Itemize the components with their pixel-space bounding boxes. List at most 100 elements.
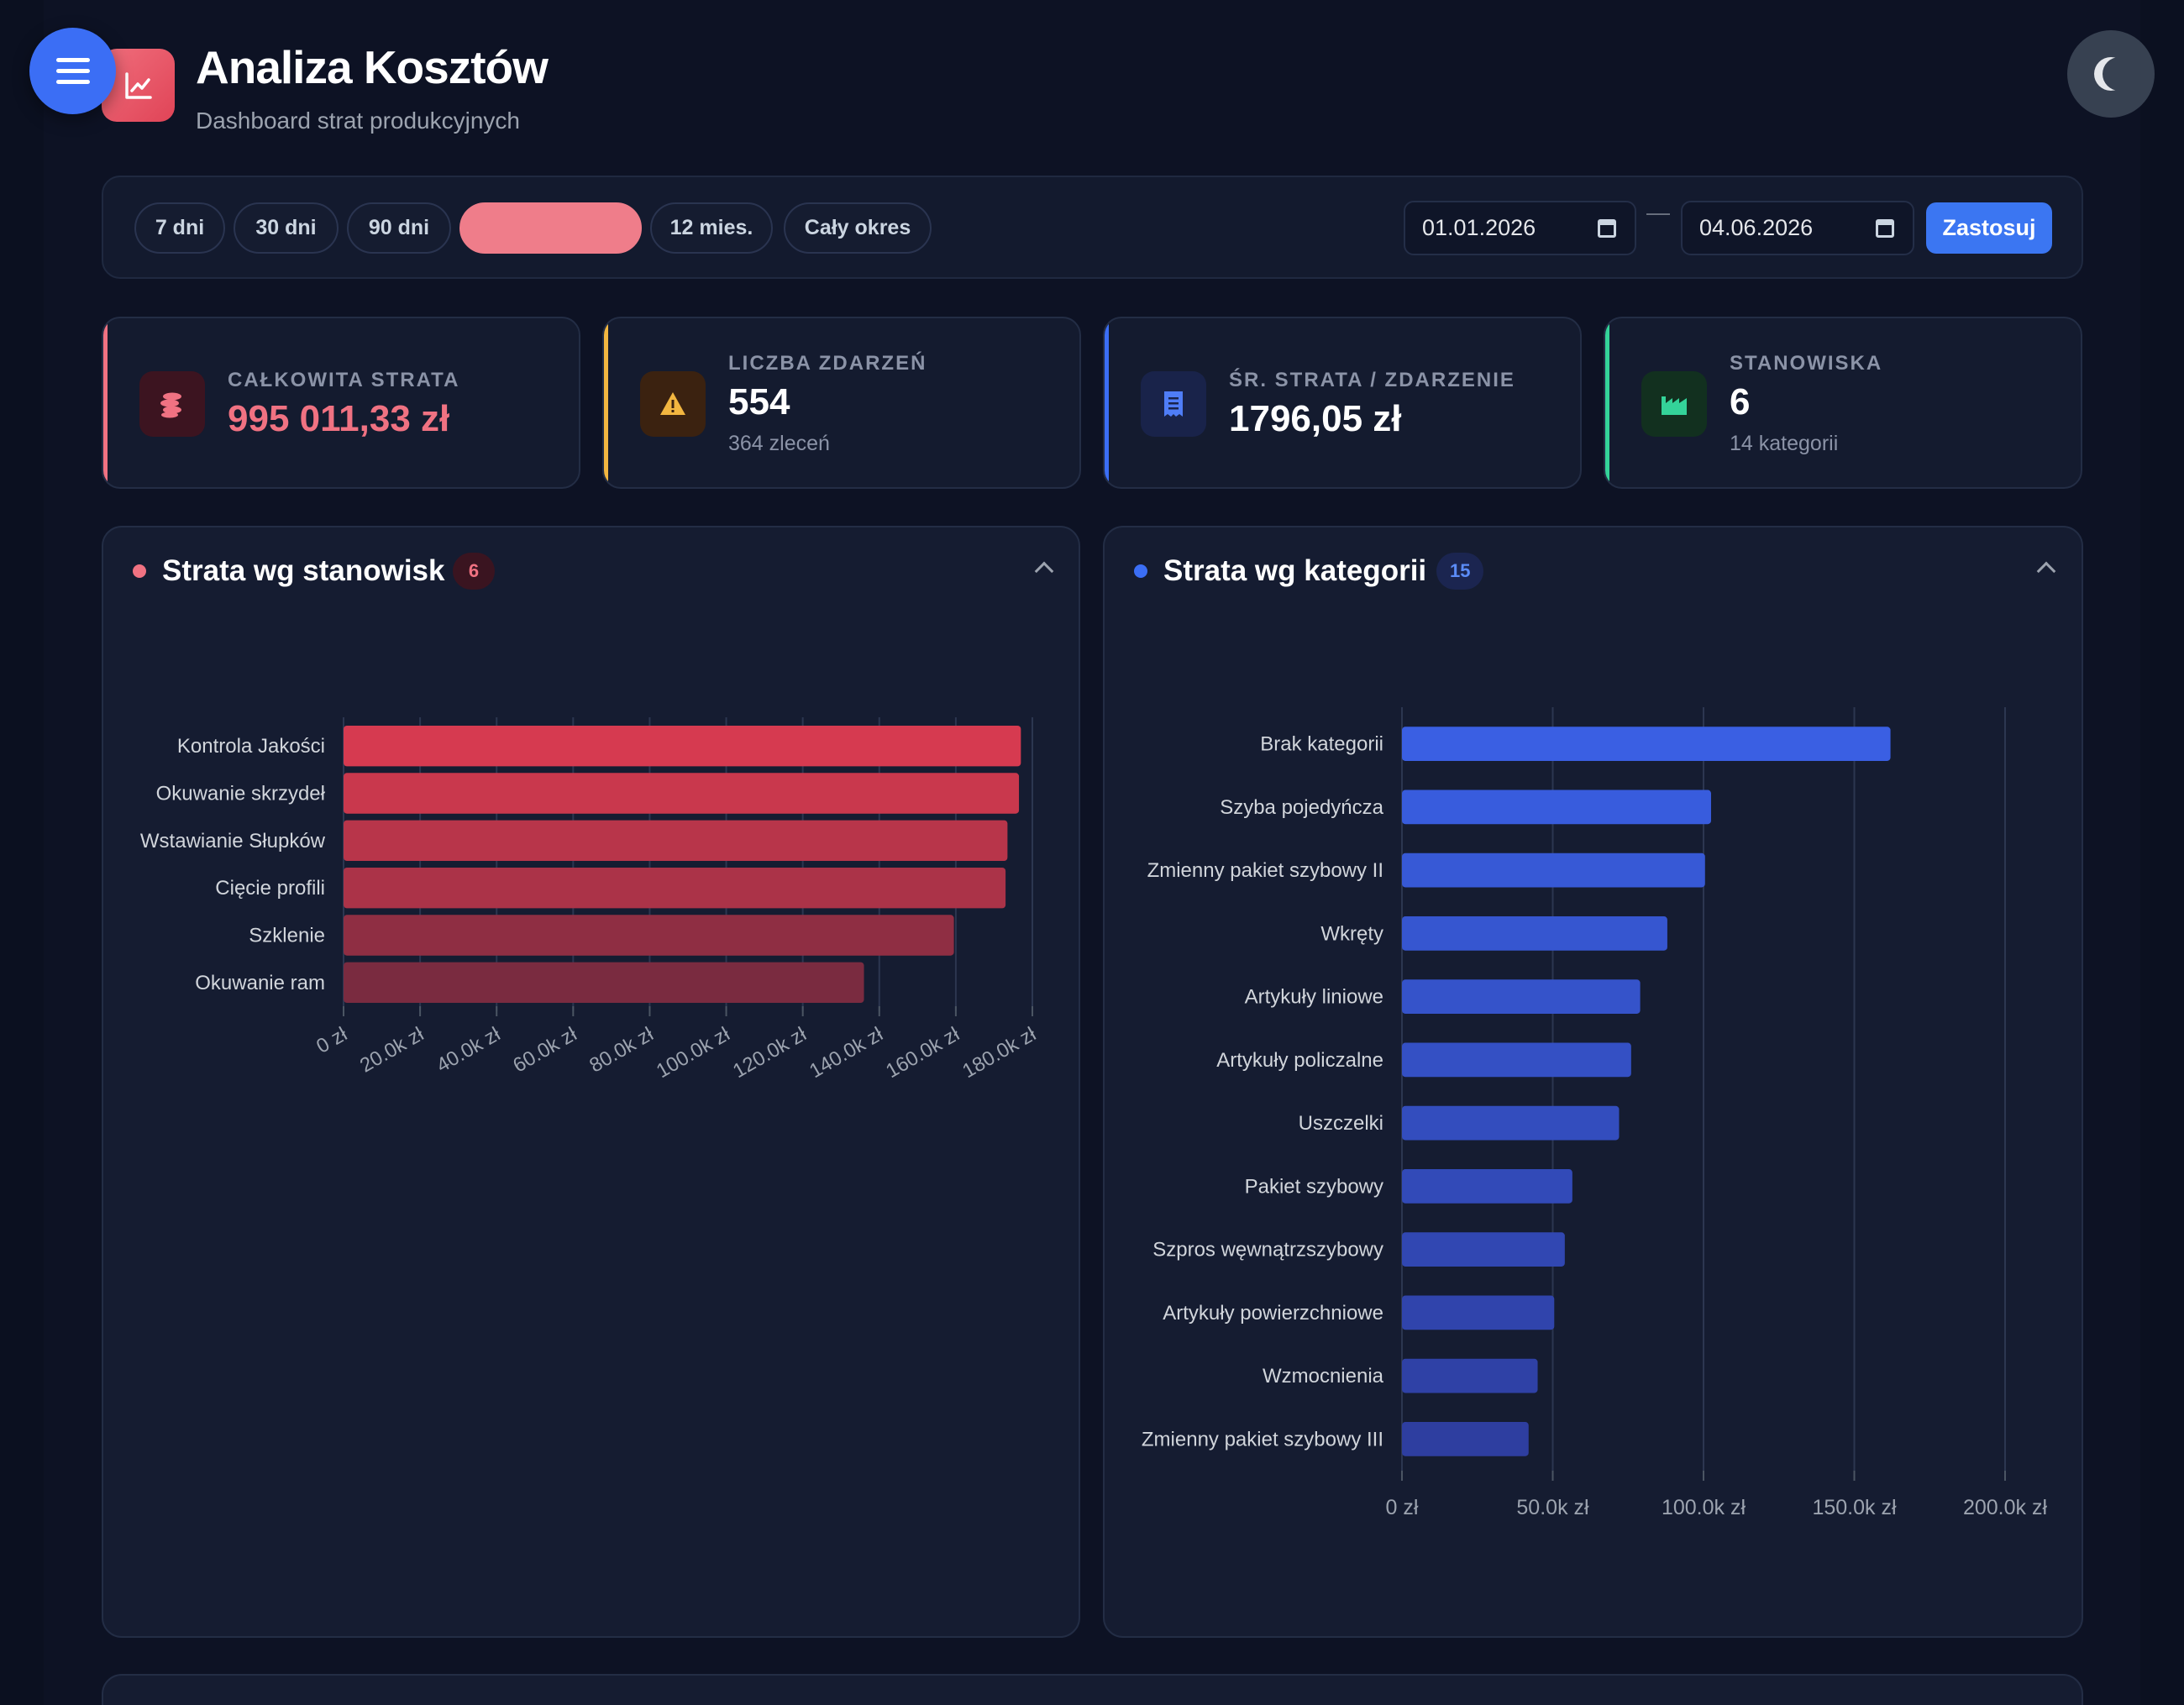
bar[interactable] xyxy=(1402,1042,1631,1078)
category-label: Artykuły liniowe xyxy=(1245,986,1383,1009)
x-tick-label: 0 zł xyxy=(1386,1496,1419,1519)
period-active-button[interactable] xyxy=(459,202,642,254)
x-tick-label: 80.0k zł xyxy=(585,1022,658,1077)
bar[interactable] xyxy=(1402,1295,1555,1330)
panel-title: Strata wg stanowisk xyxy=(162,554,445,587)
bar[interactable] xyxy=(1402,727,1891,761)
category-label: Kontrola Jakości xyxy=(177,735,325,758)
x-tick-label: 20.0k zł xyxy=(356,1022,428,1077)
bar[interactable] xyxy=(344,820,1008,862)
category-label: Okuwanie ram xyxy=(195,972,325,994)
period-12m-button[interactable]: 12 mies. xyxy=(650,202,773,254)
x-tick-label: 40.0k zł xyxy=(433,1022,505,1077)
bar[interactable] xyxy=(344,867,1006,909)
category-label: Wstawianie Słupków xyxy=(140,830,326,852)
theme-toggle-button[interactable] xyxy=(2067,30,2155,118)
stat-card-event-count: LICZBA ZDARZEŃ 554 364 zleceń xyxy=(602,317,1081,489)
calendar-icon[interactable] xyxy=(1598,219,1616,238)
category-label: Artykuły policzalne xyxy=(1216,1049,1383,1072)
category-label: Zmienny pakiet szybowy II xyxy=(1147,859,1383,882)
page-title: Analiza Kosztów xyxy=(196,41,549,93)
stat-accent xyxy=(103,318,108,487)
date-from-input[interactable]: 01.01.2026 xyxy=(1404,201,1636,255)
bar[interactable] xyxy=(344,773,1020,814)
panel-bottom xyxy=(102,1674,2083,1705)
category-label: Zmienny pakiet szybowy III xyxy=(1142,1428,1383,1451)
panel-title: Strata wg kategorii xyxy=(1163,554,1427,587)
menu-button[interactable] xyxy=(29,28,116,114)
stat-value: 1796,05 zł xyxy=(1229,398,1402,439)
stat-label: ŚR. STRATA / ZDARZENIE xyxy=(1229,369,1515,391)
stat-label: CAŁKOWITA STRATA xyxy=(228,369,460,391)
factory-icon xyxy=(1641,371,1707,437)
bar[interactable] xyxy=(344,962,864,1004)
stat-label: LICZBA ZDARZEŃ xyxy=(728,352,927,375)
panel-loss-by-station: Strata wg stanowisk 6 Kontrola Jakości Ok… xyxy=(102,526,1080,1638)
category-label: Okuwanie skrzydeł xyxy=(156,783,326,805)
chevron-up-icon[interactable] xyxy=(2036,561,2056,581)
category-label: Szyba pojedyńcza xyxy=(1220,796,1383,819)
stat-card-average-loss: ŚR. STRATA / ZDARZENIE 1796,05 zł xyxy=(1103,317,1582,489)
chevron-up-icon[interactable] xyxy=(1034,561,1054,581)
bar[interactable] xyxy=(344,725,1021,767)
category-label: Artykuły powierzchniowe xyxy=(1163,1302,1383,1325)
x-tick-label: 200.0k zł xyxy=(1963,1496,2048,1519)
stat-accent xyxy=(1105,318,1109,487)
date-from-value: 01.01.2026 xyxy=(1422,215,1536,240)
panel-badge: 15 xyxy=(1436,553,1484,590)
bar[interactable] xyxy=(1402,790,1711,825)
page-subtitle: Dashboard strat produkcyjnych xyxy=(196,108,520,134)
bar[interactable] xyxy=(1402,852,1705,888)
date-to-input[interactable]: 04.06.2026 xyxy=(1681,201,1914,255)
category-label: Wkręty xyxy=(1320,922,1383,945)
bar[interactable] xyxy=(1402,1105,1620,1141)
stat-sub: 364 zleceń xyxy=(728,432,830,455)
category-label: Wzmocnienia xyxy=(1263,1365,1384,1388)
date-to-value: 04.06.2026 xyxy=(1699,215,1814,240)
period-30d-button[interactable]: 30 dni xyxy=(234,202,339,254)
period-90d-button[interactable]: 90 dni xyxy=(347,202,451,254)
apply-button[interactable]: Zastosuj xyxy=(1926,202,2052,254)
receipt-icon xyxy=(1141,371,1206,437)
stat-sub: 14 kategorii xyxy=(1730,432,1839,455)
warning-icon xyxy=(640,371,706,437)
category-label: Cięcie profili xyxy=(215,877,325,900)
x-tick-label: 100.0k zł xyxy=(1662,1496,1746,1519)
period-all-button[interactable]: Cały okres xyxy=(784,202,932,254)
x-tick-label: 50.0k zł xyxy=(1516,1496,1589,1519)
x-tick-label: 120.0k zł xyxy=(729,1022,811,1083)
bar[interactable] xyxy=(1402,1422,1529,1456)
x-tick-label: 100.0k zł xyxy=(653,1022,734,1083)
date-separator: — xyxy=(1646,199,1670,225)
stat-label: STANOWISKA xyxy=(1730,352,1883,375)
bar[interactable] xyxy=(1402,1358,1538,1393)
x-tick-label: 0 zł xyxy=(312,1022,351,1057)
category-label: Szklenie xyxy=(249,925,325,947)
bar[interactable] xyxy=(1402,1169,1572,1204)
category-loss-chart: Brak kategorii Szyba pojedyńcza Zmienny pa… xyxy=(1142,707,2048,1519)
stat-value: 995 011,33 zł xyxy=(228,398,450,439)
x-tick-label: 160.0k zł xyxy=(882,1022,963,1083)
x-tick-label: 150.0k zł xyxy=(1812,1496,1897,1519)
period-7d-button[interactable]: 7 dni xyxy=(134,202,225,254)
stat-card-stations: STANOWISKA 6 14 kategorii xyxy=(1604,317,2082,489)
x-tick-label: 60.0k zł xyxy=(509,1022,581,1077)
coins-icon xyxy=(139,371,205,437)
category-label: Uszczelki xyxy=(1299,1112,1383,1135)
x-tick-label: 180.0k zł xyxy=(958,1022,1040,1083)
stat-card-total-loss: CAŁKOWITA STRATA 995 011,33 zł xyxy=(102,317,580,489)
bar[interactable] xyxy=(344,915,954,956)
stat-value: 6 xyxy=(1730,381,1751,422)
category-label: Brak kategorii xyxy=(1260,733,1383,756)
bar[interactable] xyxy=(1402,1232,1565,1267)
station-loss-chart: Kontrola Jakości Okuwanie skrzydeł Wstawia… xyxy=(140,717,1041,1083)
bar[interactable] xyxy=(1402,916,1667,951)
bar[interactable] xyxy=(1402,979,1641,1014)
stat-accent xyxy=(1605,318,1609,487)
stat-value: 554 xyxy=(728,381,790,422)
filter-bar: 7 dni 30 dni 90 dni 12 mies. Cały okres … xyxy=(102,176,2083,279)
panel-badge: 6 xyxy=(453,553,495,590)
moon-icon xyxy=(2103,57,2136,91)
panel-loss-by-category: Strata wg kategorii 15 Brak kategorii Szy… xyxy=(1103,526,2083,1638)
calendar-icon[interactable] xyxy=(1876,219,1894,238)
